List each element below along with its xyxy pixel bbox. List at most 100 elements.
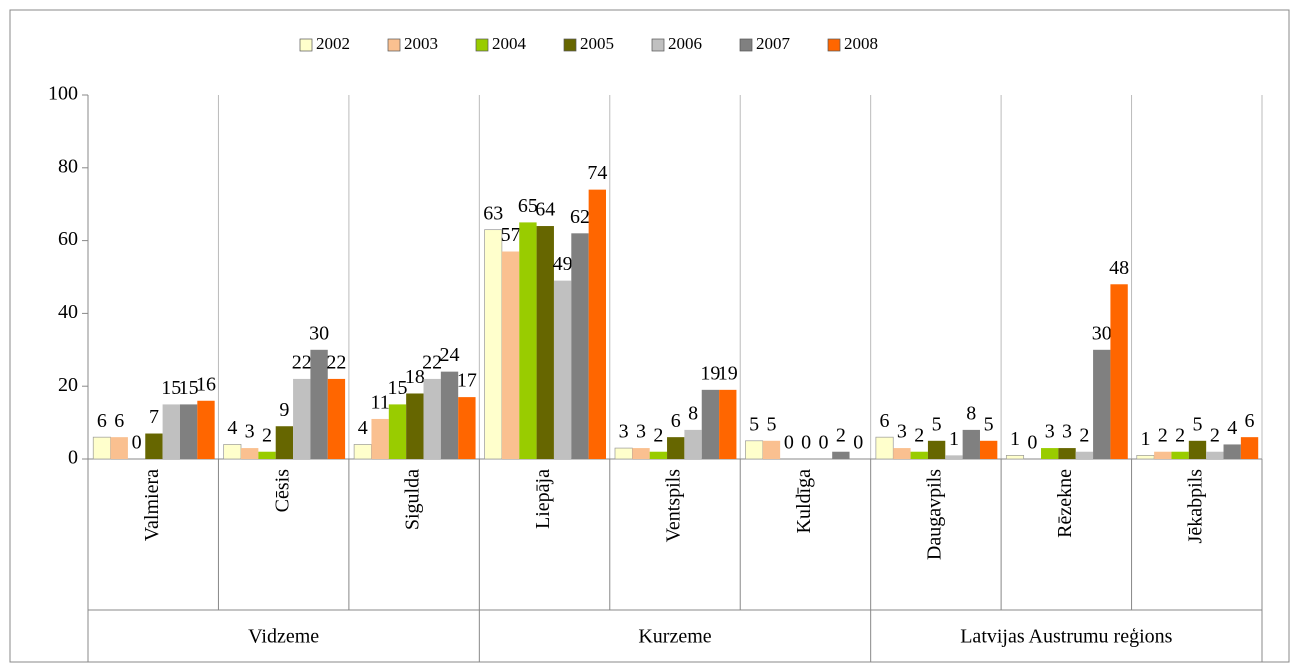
bar [1240,437,1259,459]
data-label: 0 [819,432,829,454]
data-label: 16 [196,373,216,395]
data-label: 19 [718,362,738,384]
group-label: Vidzeme [248,626,319,648]
bar [910,451,928,459]
bar [440,371,459,459]
data-label: 19 [700,362,720,384]
data-label: 9 [279,399,289,421]
y-tick-label: 20 [58,374,78,396]
data-label: 5 [749,413,759,435]
bar [406,393,424,459]
bar [145,433,163,459]
legend-label: 2004 [492,34,527,53]
bar [197,400,215,459]
data-label: 4 [1227,417,1237,439]
y-tick-label: 0 [68,447,78,469]
data-label: 2 [836,424,846,446]
data-label: 49 [553,253,573,275]
bar [1093,349,1111,459]
data-label: 63 [483,202,503,224]
data-label: 0 [784,432,794,454]
bar [179,404,198,459]
x-tick-label: Ventspils [663,469,685,543]
data-label: 6 [114,410,124,432]
data-label: 15 [387,377,407,399]
legend-label: 2005 [580,34,614,53]
data-label: 5 [932,413,942,435]
data-label: 15 [161,377,181,399]
legend-swatch [387,38,401,52]
bar [293,378,311,459]
bar [553,280,572,459]
legend-label: 2008 [844,34,878,53]
legend-swatch [563,38,577,52]
data-label: 6 [1245,410,1255,432]
data-label: 64 [535,199,555,221]
y-tick-label: 40 [58,301,78,323]
bar [92,436,111,460]
data-label: 2 [914,424,924,446]
data-label: 0 [801,432,811,454]
bar [667,437,685,459]
bar [945,455,963,459]
bar [501,251,520,459]
bar [162,404,180,459]
data-label: 0 [1027,432,1037,454]
group-label: Kurzeme [638,626,711,648]
data-label: 74 [587,162,607,184]
data-label: 24 [440,344,460,366]
data-label: 22 [292,352,312,374]
bar [110,437,128,459]
bar [258,451,276,459]
legend-label: 2007 [756,34,791,53]
y-tick-label: 80 [58,155,78,177]
data-label: 2 [262,424,272,446]
bar [423,378,441,459]
bar [684,429,702,459]
data-label: 17 [457,370,477,392]
x-tick-label: Cēsis [271,469,293,513]
data-label: 4 [227,417,237,439]
bar [1154,451,1172,459]
legend-swatch [651,38,665,52]
data-label: 3 [245,421,255,443]
bar [484,229,503,460]
bar [1110,284,1128,459]
bar [1223,444,1241,459]
bar [649,451,668,459]
y-tick-label: 60 [58,228,78,250]
data-label: 22 [422,352,442,374]
bar [719,389,737,459]
data-label: 65 [518,195,538,217]
data-label: 7 [149,406,159,428]
bar [241,448,259,459]
data-label: 57 [501,224,521,246]
data-label: 2 [653,424,663,446]
bar [893,448,911,459]
legend-swatch [739,38,753,52]
data-label: 1 [949,428,959,450]
bar [979,440,998,459]
bar [353,444,372,460]
bar [701,389,720,459]
data-label: 11 [370,392,389,414]
data-label: 8 [966,402,976,424]
bar [614,447,633,460]
y-tick-label: 100 [48,83,78,105]
data-label: 3 [1062,421,1072,443]
legend-label: 2006 [668,34,702,53]
bar [588,189,606,459]
data-label: 5 [984,413,994,435]
data-label: 1 [1010,428,1020,450]
bar [458,397,476,459]
x-tick-label: Rēzekne [1054,469,1076,538]
bar [1005,455,1025,460]
bar [310,349,328,459]
data-label: 3 [636,421,646,443]
x-tick-label: Sigulda [402,469,424,530]
bar [1041,448,1059,459]
bar [832,451,850,459]
bar [762,440,781,459]
legend-swatch [827,38,841,52]
